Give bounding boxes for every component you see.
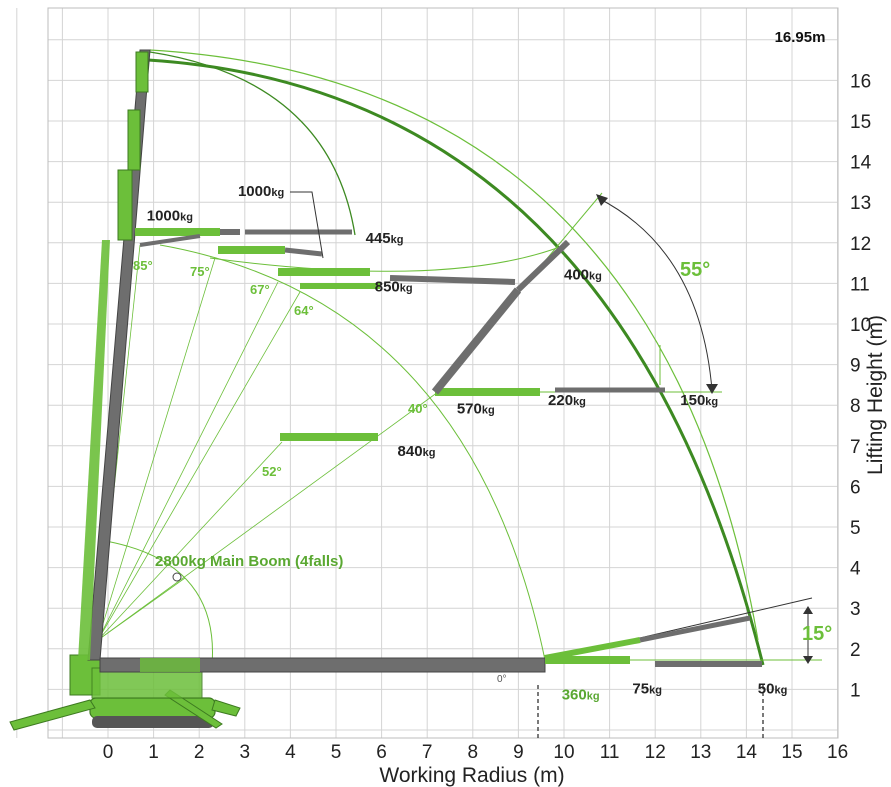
x-tick-label: 11 [600, 742, 620, 763]
jib-assemblies [135, 228, 762, 667]
x-tick-label: 15 [781, 742, 802, 763]
arrow-head-icon [706, 384, 718, 394]
x-tick-label: 13 [690, 742, 711, 763]
angle-label-52: 52° [262, 464, 282, 479]
load-label-850kg: 850kg [375, 279, 413, 296]
load-label-75kg: 75kg [632, 680, 662, 697]
x-tick-label: 5 [331, 742, 342, 763]
y-axis-title: Lifting Height (m) [864, 315, 887, 475]
y-tick-label: 6 [850, 477, 861, 498]
arrow-head-icon [803, 656, 813, 664]
angle-label-85: 85° [133, 258, 153, 273]
x-tick-label: 3 [240, 742, 251, 763]
main-boom-label: 2800kg Main Boom (4falls) [155, 553, 343, 570]
reach-envelope-thin [149, 49, 759, 641]
y-tick-label: 5 [850, 518, 861, 539]
jib-40-raised [431, 287, 522, 395]
load-label-570kg: 570kg [457, 400, 495, 417]
arrow-head-icon [803, 606, 813, 614]
x-tick-label: 10 [553, 742, 574, 763]
arrow-head-icon [596, 194, 608, 206]
y-tick-label: 4 [850, 559, 861, 580]
jib-40-raised-fly [515, 239, 571, 293]
boom-angle-arc [99, 539, 213, 666]
angle-label-64: 64° [294, 303, 314, 318]
x-tick-label: 0 [103, 742, 114, 763]
y-tick-label: 14 [850, 153, 872, 174]
load-leader-line [290, 191, 324, 259]
x-tick-label: 7 [422, 742, 433, 763]
y-tick-label: 13 [850, 193, 871, 214]
main-boom-vertical [78, 49, 151, 661]
jib-tilt [544, 637, 641, 661]
x-tick-label: 9 [513, 742, 524, 763]
x-axis-title: Working Radius (m) [379, 764, 564, 787]
mid-envelope-arc [159, 244, 546, 661]
fly-tilt-angle: 15° [802, 623, 832, 645]
jib-envelope-arc [149, 51, 356, 236]
y-tick-label: 3 [850, 599, 861, 620]
x-axis-ticks: 0 1 2 3 4 5 6 7 8 9 10 11 12 13 14 15 16 [103, 742, 848, 763]
y-tick-label: 1 [850, 680, 861, 701]
load-labels: 1000kg 1000kg 445kg 850kg 400kg 570kg 220kg 150… [147, 183, 788, 703]
jib-75-fly [284, 247, 323, 257]
jib-sweep-arrow-arc [597, 197, 713, 391]
load-label-445kg: 445kg [366, 230, 404, 247]
load-label-1000kg: 1000kg [238, 183, 284, 200]
y-tick-label: 16 [850, 71, 871, 92]
load-label-150kg: 150kg [680, 392, 718, 409]
y-tick-label: 8 [850, 396, 861, 417]
plot-frame [47, 7, 839, 739]
y-tick-label: 12 [850, 234, 871, 255]
mid-envelope-arc [209, 244, 566, 272]
y-tick-label: 11 [850, 274, 870, 295]
chart-grid [16, 7, 839, 739]
x-tick-label: 14 [736, 742, 758, 763]
max-reach-envelope [147, 58, 765, 666]
y-tick-label: 2 [850, 640, 861, 661]
jib-tilt-fly [639, 615, 751, 643]
load-label-220kg: 220kg [548, 392, 586, 409]
load-label-840kg: 840kg [398, 443, 436, 460]
load-label-50kg: 50kg [758, 680, 788, 697]
x-tick-label: 8 [468, 742, 479, 763]
x-tick-label: 6 [376, 742, 387, 763]
x-tick-label: 16 [827, 742, 848, 763]
x-tick-label: 2 [194, 742, 205, 763]
angle-rays [97, 244, 439, 641]
crane-base [9, 654, 241, 731]
angle-label-0: 0° [497, 674, 507, 685]
jib-sweep-angle: 55° [680, 259, 710, 281]
angle-label-75: 75° [190, 264, 210, 279]
x-tick-label: 1 [148, 742, 159, 763]
y-tick-label: 9 [850, 356, 861, 377]
main-boom-horizontal [99, 657, 546, 673]
y-tick-label: 15 [850, 112, 871, 133]
y-tick-label: 10 [850, 315, 871, 336]
load-label-400kg: 400kg [564, 266, 602, 283]
boom-pivot-marker [172, 572, 182, 582]
angle-label-40: 40° [408, 401, 428, 416]
load-label-1000kg: 1000kg [147, 207, 193, 224]
angle-label-67: 67° [250, 282, 270, 297]
y-tick-label: 7 [850, 437, 861, 458]
jib-67-fly [389, 275, 516, 285]
max-height-label: 16.95m [775, 29, 826, 46]
load-label-360kg: 360kg [562, 687, 600, 704]
x-tick-label: 4 [285, 742, 296, 763]
x-tick-label: 12 [645, 742, 666, 763]
jib-85-brace [139, 234, 201, 247]
